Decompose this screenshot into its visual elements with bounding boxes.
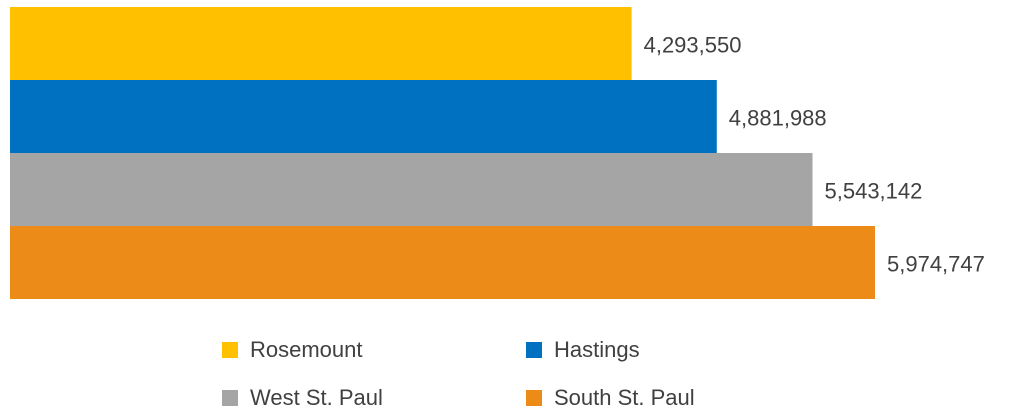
bar [10, 80, 717, 153]
bar [10, 226, 875, 299]
value-label: 5,543,142 [825, 178, 923, 203]
legend-swatch [526, 390, 542, 406]
legend-label: Hastings [554, 337, 640, 362]
bar [10, 153, 813, 226]
legend-swatch [526, 342, 542, 358]
legend-label: West St. Paul [250, 385, 383, 410]
legend-swatch [222, 390, 238, 406]
legend-label: South St. Paul [554, 385, 695, 410]
value-label: 5,974,747 [887, 251, 985, 276]
bar [10, 7, 632, 80]
legend-swatch [222, 342, 238, 358]
value-label: 4,881,988 [729, 105, 827, 130]
legend-label: Rosemount [250, 337, 363, 362]
value-label: 4,293,550 [644, 32, 742, 57]
